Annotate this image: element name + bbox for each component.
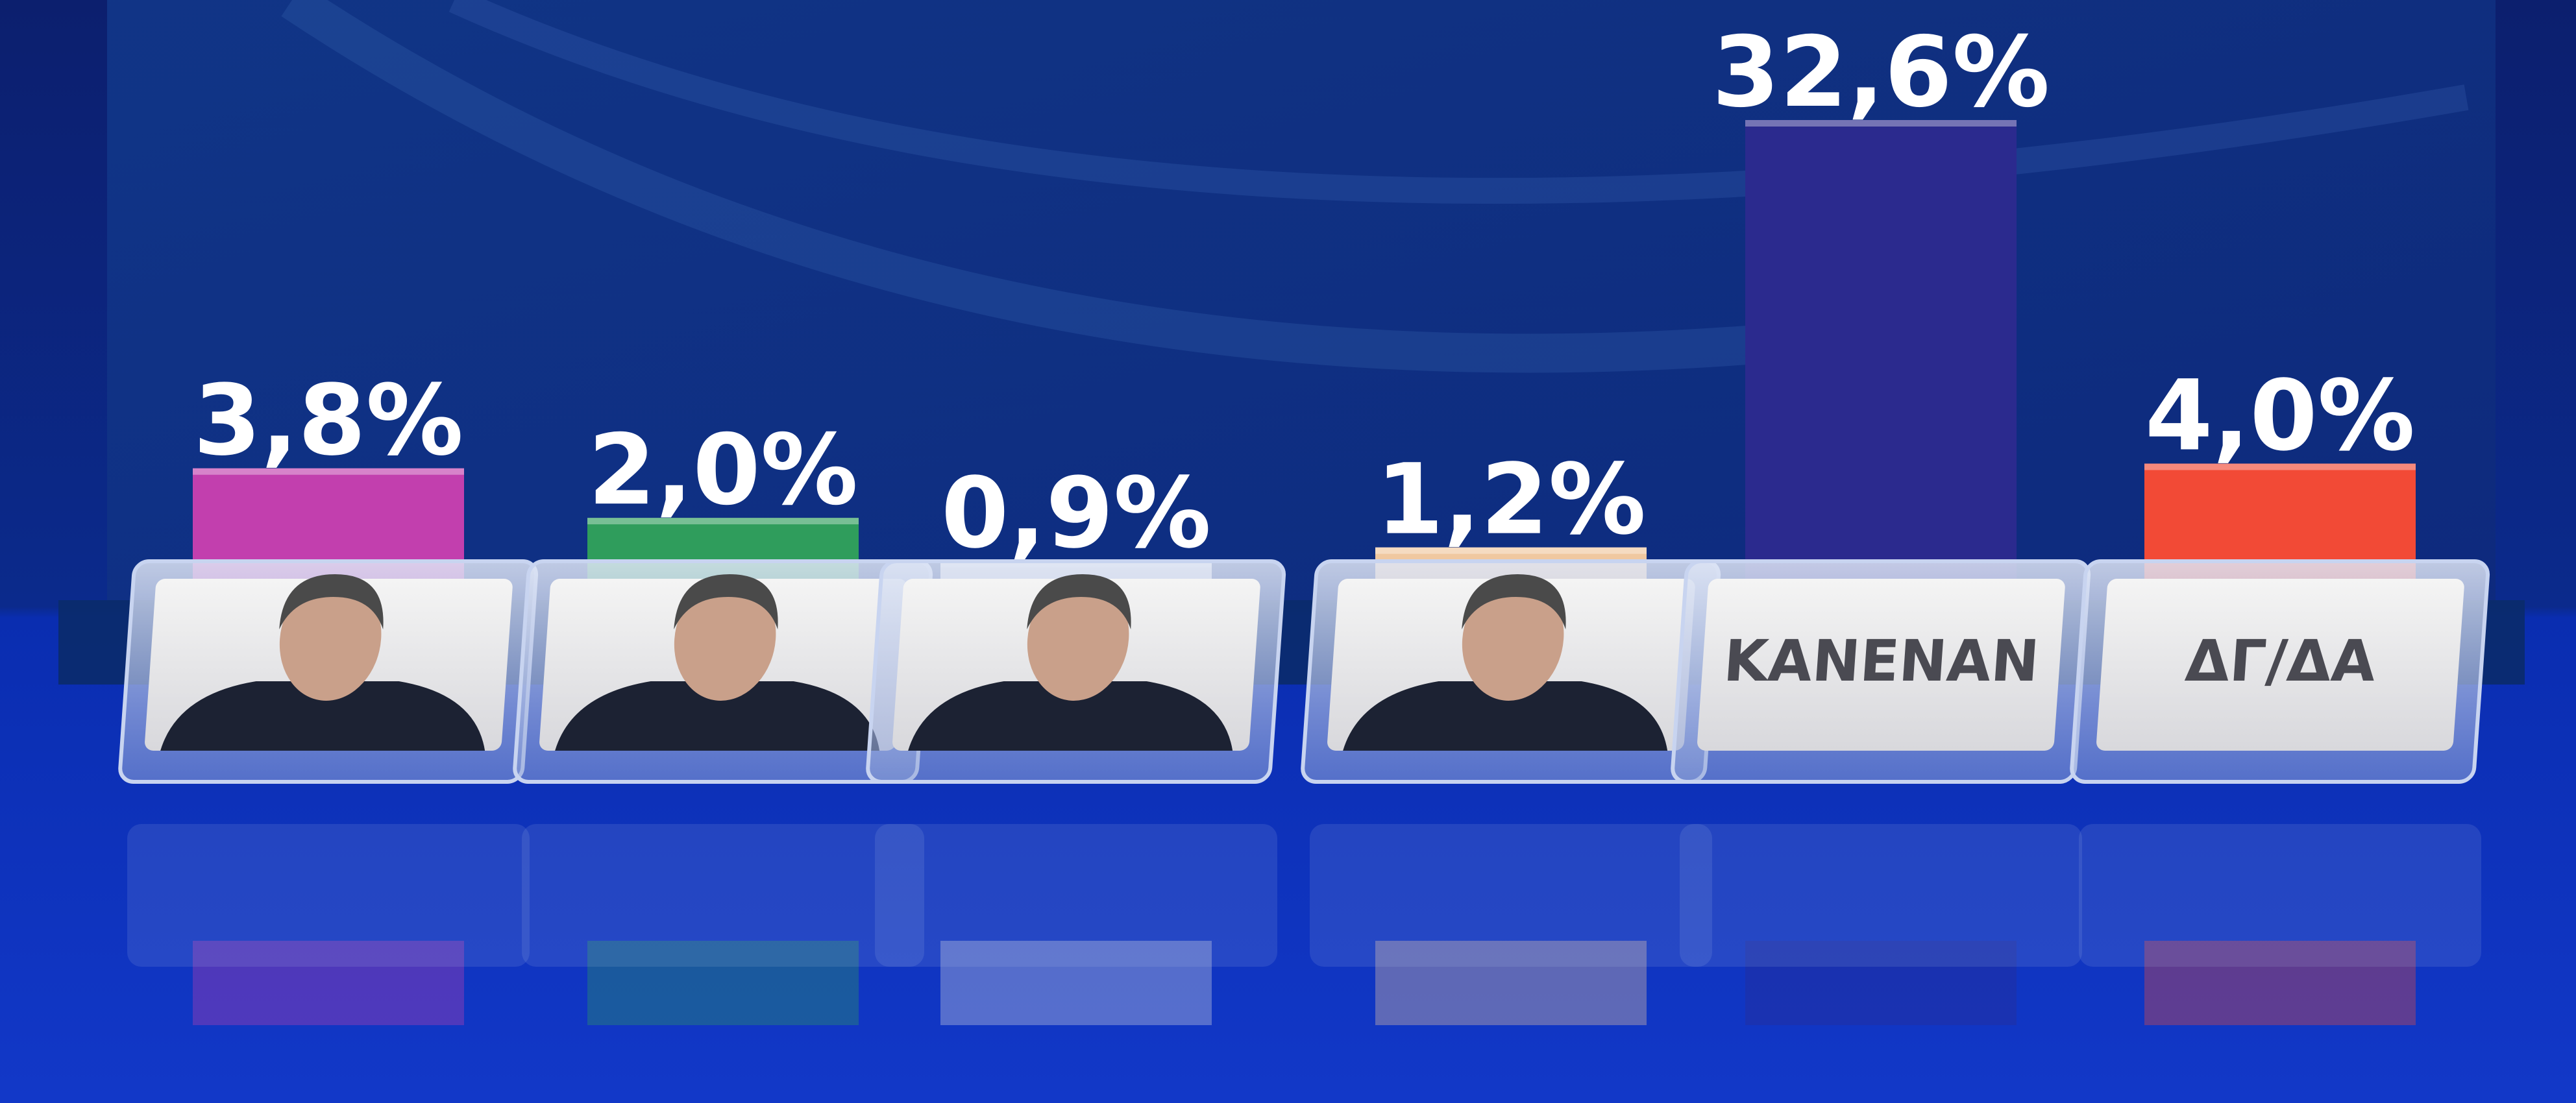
- candidate-card: [119, 561, 537, 782]
- value-label: 0,9%: [941, 457, 1211, 570]
- candidate-card: [867, 561, 1285, 782]
- value-label: 3,8%: [193, 365, 463, 478]
- value-label: 1,2%: [1376, 444, 1646, 557]
- value-label: 2,0%: [588, 414, 858, 527]
- value-label: 32,6%: [1712, 16, 2050, 129]
- category-label: ΔΓ/ΔΑ: [2183, 627, 2378, 694]
- card-reflection: [875, 824, 1277, 967]
- card-reflection: [2079, 824, 2481, 967]
- page: 3,8%2,0%0,9%1,2%32,6%4,0% KANENANΔΓ/ΔΑ (…: [0, 0, 2576, 1103]
- value-label: 4,0%: [2145, 360, 2415, 473]
- candidate-card: ΔΓ/ΔΑ: [2071, 561, 2489, 782]
- card-reflection: [127, 824, 530, 967]
- candidate-card: KANENAN: [1672, 561, 2090, 782]
- card-reflection: [522, 824, 924, 967]
- chart: 3,8% 2,0% 0,9% 1,2% 32,6% 4,0% KANENAN ΔΓ/ΔΑ: [0, 0, 2576, 1103]
- category-label: KANENAN: [1722, 627, 2042, 694]
- card-reflection: [1310, 824, 1712, 967]
- candidate-card: [1302, 561, 1720, 782]
- card-reflection: [1680, 824, 2082, 967]
